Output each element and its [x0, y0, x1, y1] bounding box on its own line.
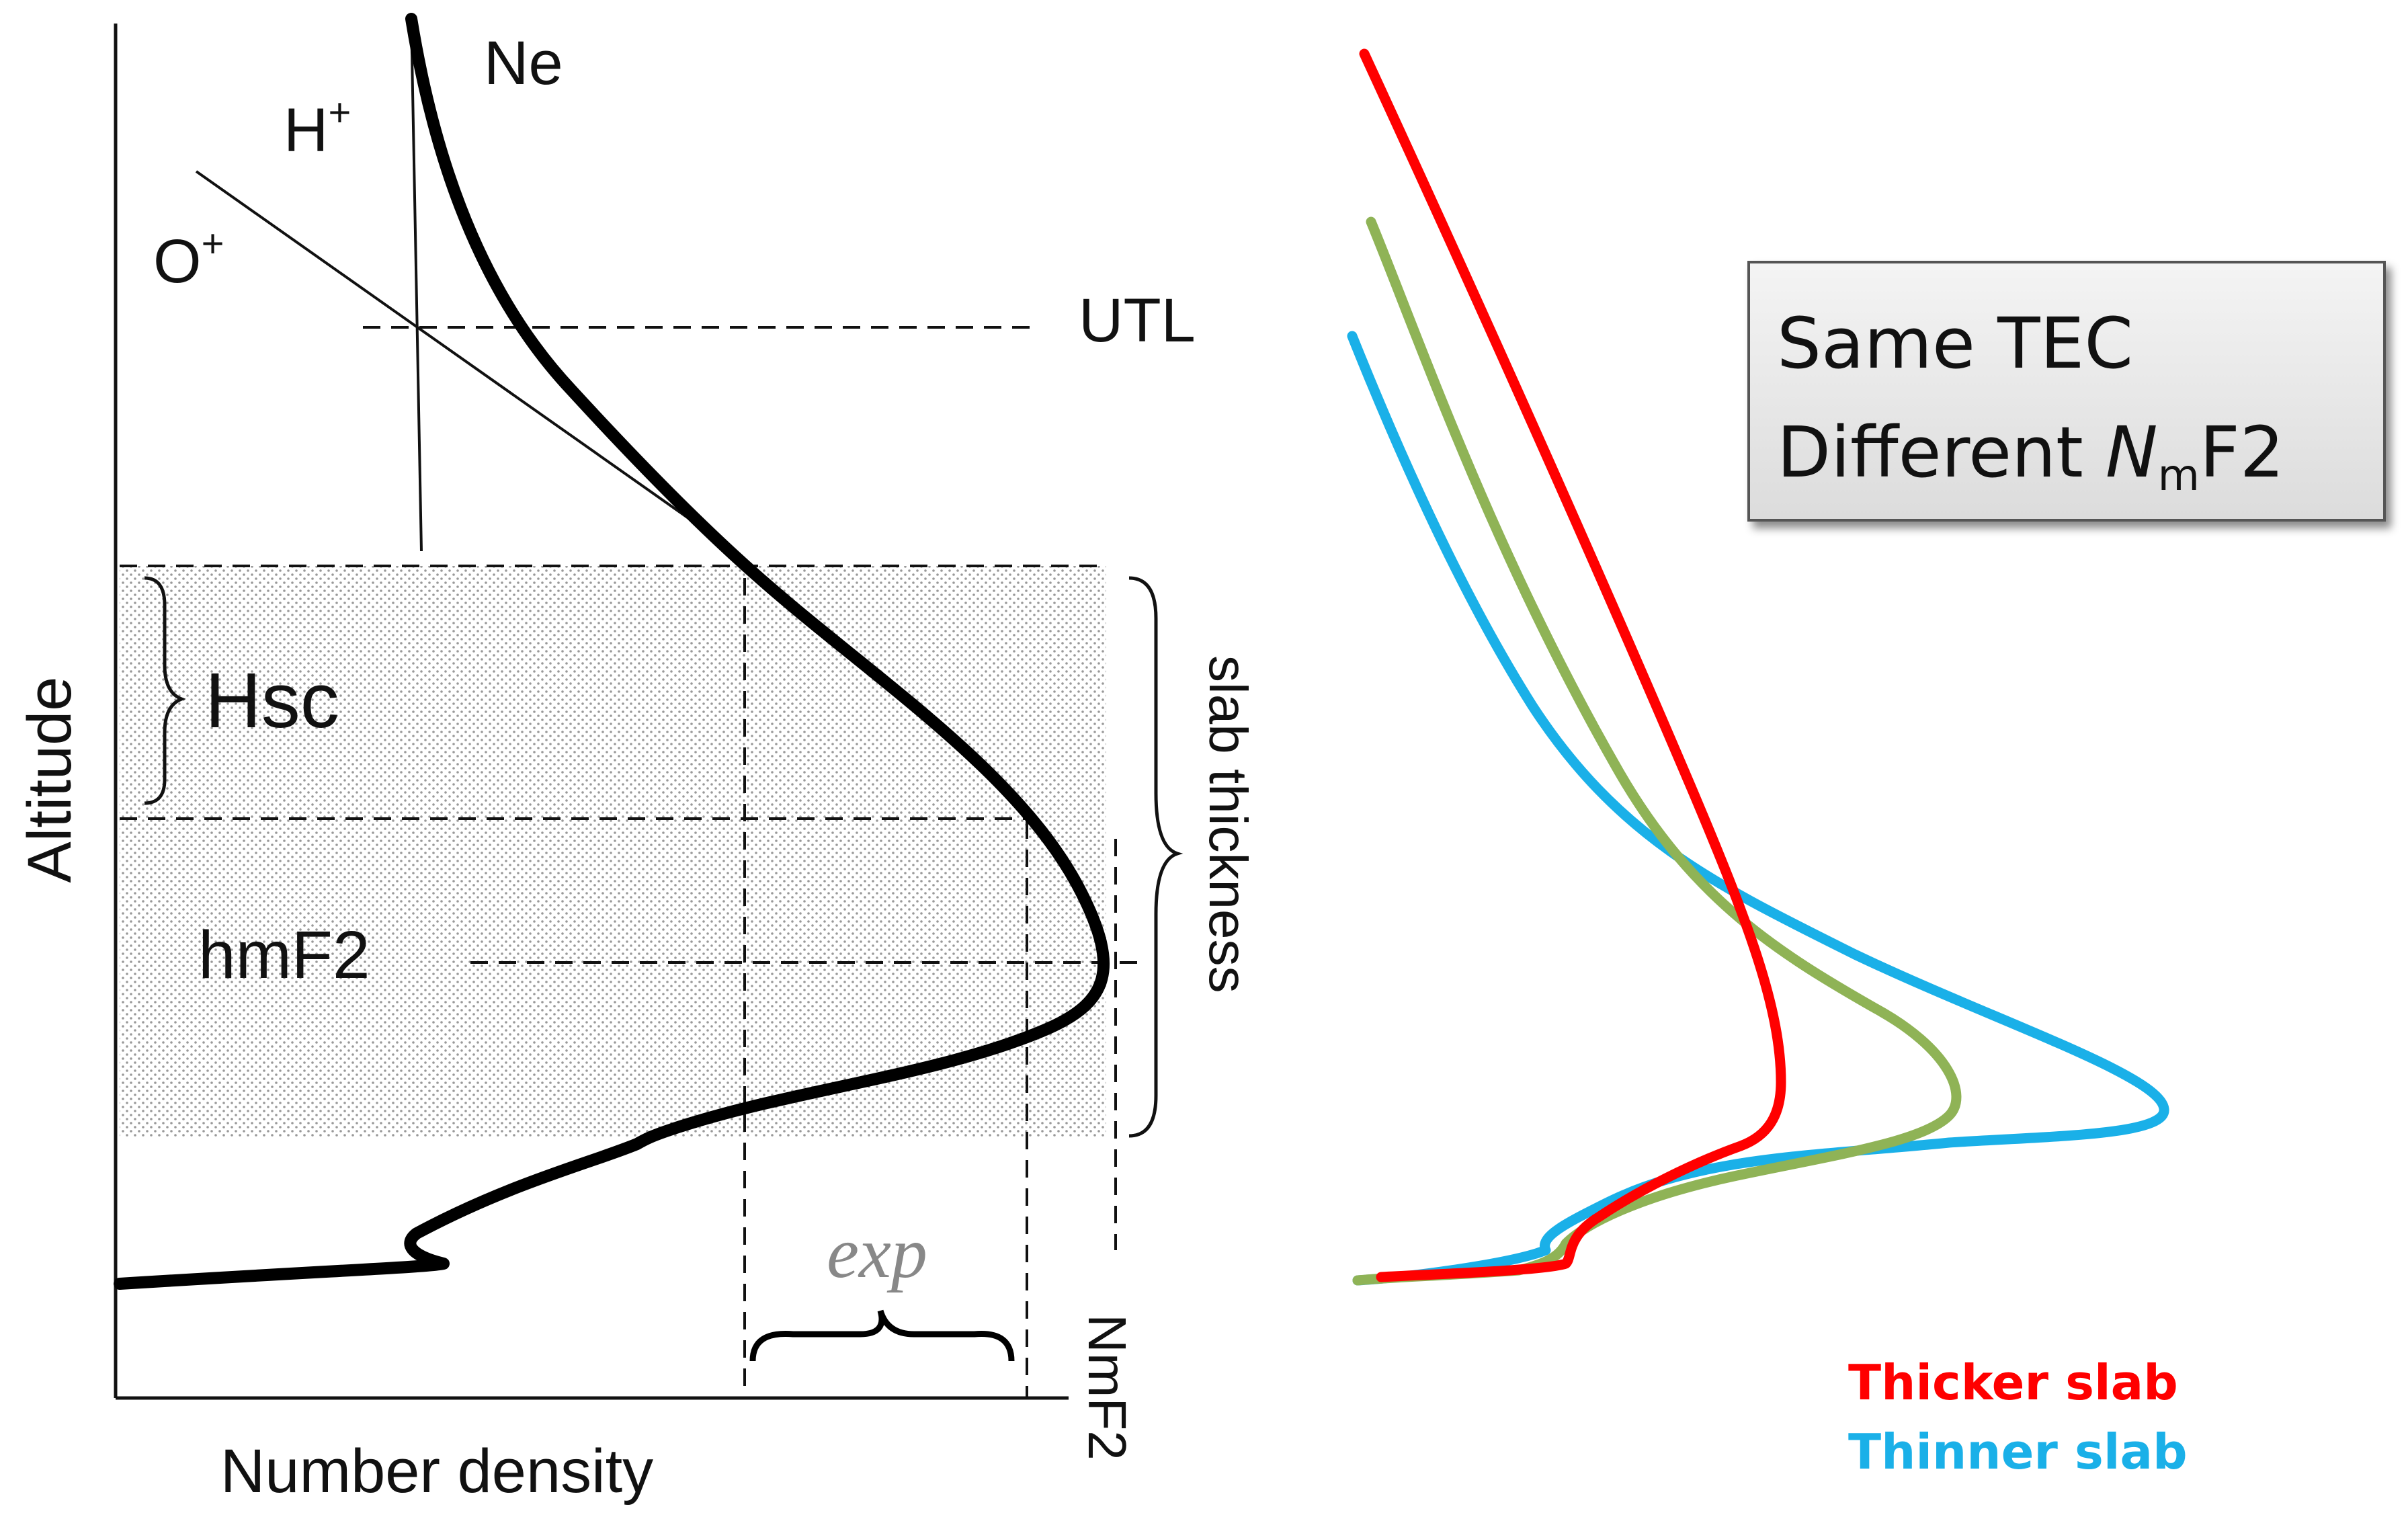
axis-x-label: Number density	[220, 1437, 653, 1506]
middle-slab-curve	[1352, 216, 1962, 1286]
ne-profile-curve	[114, 13, 1110, 1290]
exp-brace	[749, 1309, 1015, 1362]
hplus-label: H+	[284, 91, 351, 165]
legend-thinner-slab: Thinner slab	[1848, 1424, 2188, 1480]
slab-thickness-label: slab thickness	[1198, 655, 1258, 993]
hsc-brace	[144, 576, 186, 805]
nmf2-label: NmF2	[1077, 1314, 1137, 1461]
ne-label: Ne	[484, 29, 563, 97]
hsc-label: Hsc	[205, 657, 339, 744]
oplus-label: O+	[153, 222, 224, 296]
callout-line-2: Different NmF2	[1777, 411, 2284, 501]
same-tec-callout: Same TEC Different NmF2	[1747, 261, 2386, 522]
callout-line-1: Same TEC	[1777, 302, 2133, 384]
utl-label: UTL	[1079, 286, 1196, 355]
hplus-line	[410, 19, 423, 552]
hmf2-label: hmF2	[198, 917, 370, 993]
slab-region	[120, 566, 1106, 1137]
legend-thicker-slab: Thicker slab	[1848, 1354, 2178, 1411]
slab-brace	[1128, 576, 1184, 1138]
oplus-line	[195, 170, 694, 522]
thinner-slab-curve	[1347, 331, 2169, 1286]
axis-y-label: Altitude	[15, 677, 84, 883]
thicker-slab-curve	[1359, 48, 1786, 1282]
exp-label: exp	[827, 1213, 927, 1293]
